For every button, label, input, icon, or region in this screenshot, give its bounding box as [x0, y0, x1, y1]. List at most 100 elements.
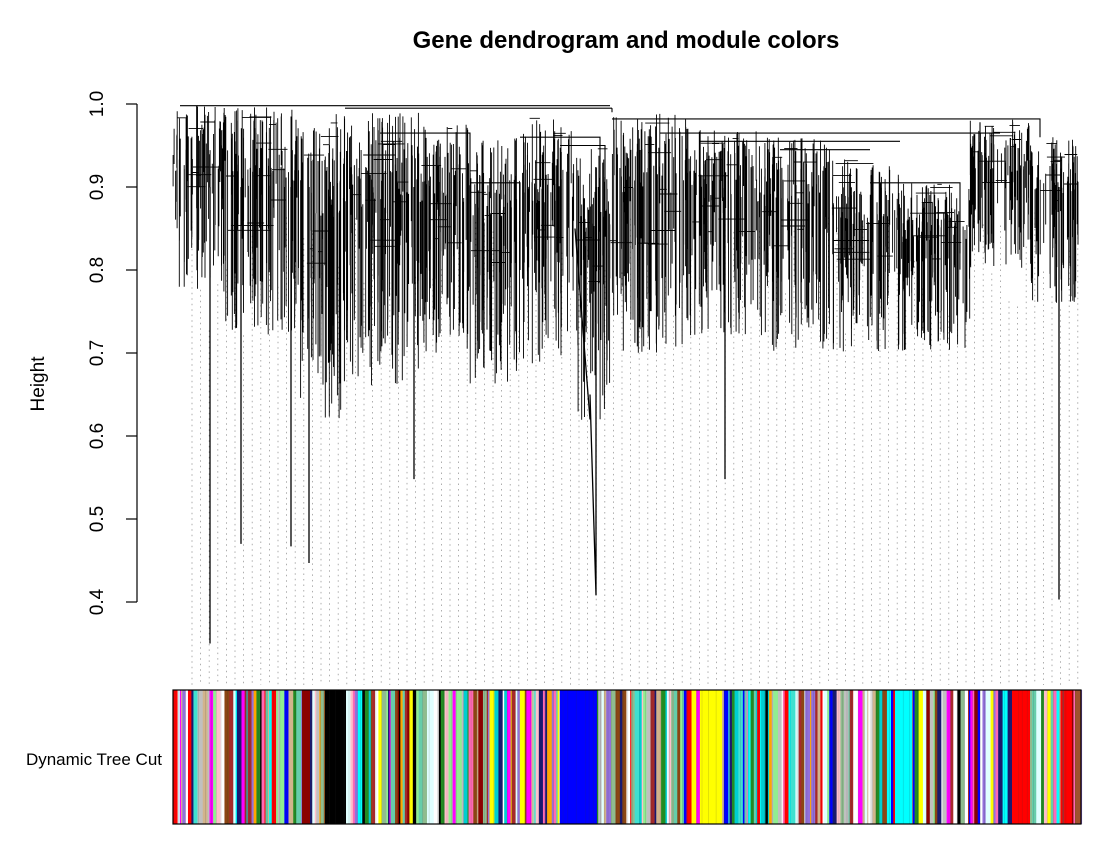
dendrogram-deep-branches — [209, 187, 1060, 644]
y-tick-label: 0.5 — [87, 506, 108, 532]
module-color-strip — [209, 690, 214, 824]
module-color-strip — [812, 690, 816, 824]
module-color-strip — [1047, 690, 1051, 824]
module-color-strip — [820, 690, 823, 824]
module-color-strip — [836, 690, 841, 824]
module-color-strip — [946, 690, 951, 824]
module-color-strip — [646, 690, 651, 824]
module-color-strip — [941, 690, 943, 824]
module-color-strip — [395, 690, 398, 824]
module-color-strip — [773, 690, 779, 824]
module-color-strip — [293, 690, 297, 824]
module-color-strip — [630, 690, 632, 824]
module-color-strip — [433, 690, 438, 824]
module-color-strip — [1056, 690, 1060, 824]
module-color-strip — [832, 690, 837, 824]
module-color-strip — [985, 690, 991, 824]
module-color-strip — [202, 690, 208, 824]
module-color-strip — [784, 690, 789, 824]
module-color-block — [325, 690, 346, 824]
module-color-strip — [769, 690, 773, 824]
module-color-strip — [817, 690, 821, 824]
module-color-strip — [781, 690, 784, 824]
module-color-strip — [815, 690, 818, 824]
module-color-strip — [409, 690, 414, 824]
module-color-strip — [853, 690, 859, 824]
module-color-strip — [271, 690, 277, 824]
module-color-strip — [438, 690, 442, 824]
module-color-strip — [879, 690, 883, 824]
module-color-strip — [615, 690, 621, 824]
module-color-strip — [990, 690, 994, 824]
module-color-strip — [251, 690, 254, 824]
module-color-strip — [312, 690, 316, 824]
module-color-strip — [551, 690, 554, 824]
module-color-strip — [805, 690, 811, 824]
module-color-strip — [502, 690, 505, 824]
module-color-strip — [187, 690, 192, 824]
module-color-strip — [1007, 690, 1013, 824]
module-color-strip — [755, 690, 758, 824]
module-color-strip — [213, 690, 217, 824]
module-color-strip — [957, 690, 961, 824]
module-color-strip — [811, 690, 813, 824]
module-color-strip — [241, 690, 245, 824]
module-color-strip — [350, 690, 354, 824]
module-color-strip — [422, 690, 428, 824]
module-color-strip — [276, 690, 279, 824]
y-axis-label: Height — [28, 356, 49, 412]
module-color-strip — [390, 690, 396, 824]
module-color-strip — [452, 690, 456, 824]
module-color-strip — [639, 690, 642, 824]
module-color-strip — [542, 690, 546, 824]
module-color-strip — [515, 690, 518, 824]
module-color-strip — [599, 690, 602, 824]
module-color-strip — [867, 690, 869, 824]
module-color-strip — [643, 690, 647, 824]
module-color-strip — [682, 690, 685, 824]
module-color-strip — [256, 690, 261, 824]
module-color-strip — [862, 690, 865, 824]
module-color-strip — [683, 690, 687, 824]
module-color-strip — [235, 690, 238, 824]
module-color-strip — [1062, 690, 1065, 824]
module-color-strip — [750, 690, 755, 824]
module-color-strip — [953, 690, 958, 824]
module-color-strip — [557, 690, 560, 824]
module-color-strip — [482, 690, 488, 824]
module-color-strip — [473, 690, 478, 824]
module-color-strip — [782, 690, 785, 824]
module-color-strip — [478, 690, 484, 824]
module-color-strip — [532, 690, 534, 824]
dendrogram-branches — [172, 105, 1079, 420]
y-tick-label: 0.4 — [87, 588, 108, 615]
module-color-strip — [960, 690, 966, 824]
module-color-strip — [893, 690, 897, 824]
module-color-strip — [795, 690, 799, 824]
module-color-strip — [277, 690, 281, 824]
module-color-strip — [547, 690, 553, 824]
module-color-strip — [279, 690, 285, 824]
module-color-strip — [524, 690, 527, 824]
module-color-strip — [864, 690, 868, 824]
module-color-strip — [375, 690, 379, 824]
module-color-strip — [929, 690, 934, 824]
module-color-block — [700, 690, 722, 824]
module-color-strip — [631, 690, 635, 824]
module-color-strip — [872, 690, 877, 824]
module-color-strip — [319, 690, 321, 824]
module-color-strip — [378, 690, 383, 824]
module-color-strip — [823, 690, 828, 824]
module-color-strip — [671, 690, 675, 824]
module-color-strip — [440, 690, 445, 824]
module-color-strip — [531, 690, 533, 824]
module-color-strip — [829, 690, 833, 824]
module-color-strip — [868, 690, 872, 824]
module-color-strip — [372, 690, 376, 824]
module-color-strip — [767, 690, 770, 824]
module-color-block — [1075, 690, 1081, 824]
module-color-strip — [444, 690, 449, 824]
module-color-strip — [1029, 690, 1033, 824]
module-color-strip — [412, 690, 417, 824]
y-tick-label: 0.9 — [87, 174, 108, 200]
